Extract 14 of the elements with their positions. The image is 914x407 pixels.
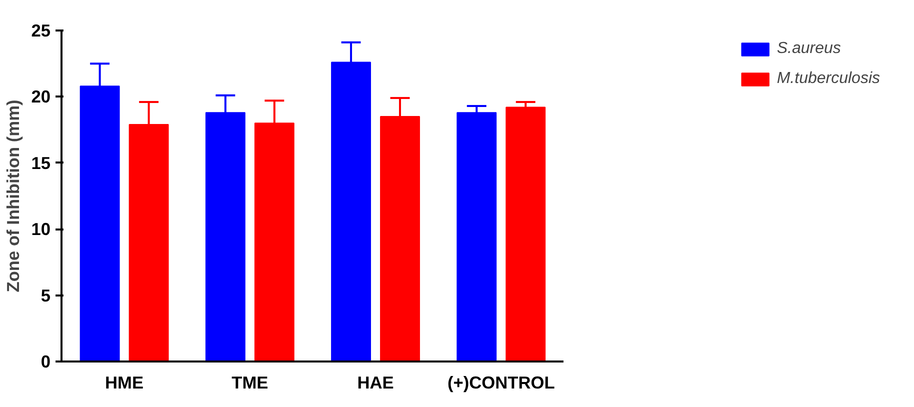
x-tick-label: HME <box>105 372 144 392</box>
y-tick-label: 5 <box>40 285 51 306</box>
x-tick-label: (+)CONTROL <box>447 372 556 392</box>
x-tick-label: HAE <box>357 372 394 392</box>
y-tick-label: 10 <box>31 219 51 240</box>
y-tick-label: 20 <box>31 86 51 107</box>
x-tick-label: TME <box>232 372 268 392</box>
y-tick-label: 15 <box>31 152 51 173</box>
y-tick-label: 0 <box>40 352 51 372</box>
y-tick-label: 25 <box>31 20 51 40</box>
legend-label: S.aureus <box>776 40 841 58</box>
bar <box>506 106 546 362</box>
legend-label: M.tuberculosis <box>776 70 880 88</box>
y-axis-title: Zone of Inhibition (mm) <box>3 100 24 292</box>
